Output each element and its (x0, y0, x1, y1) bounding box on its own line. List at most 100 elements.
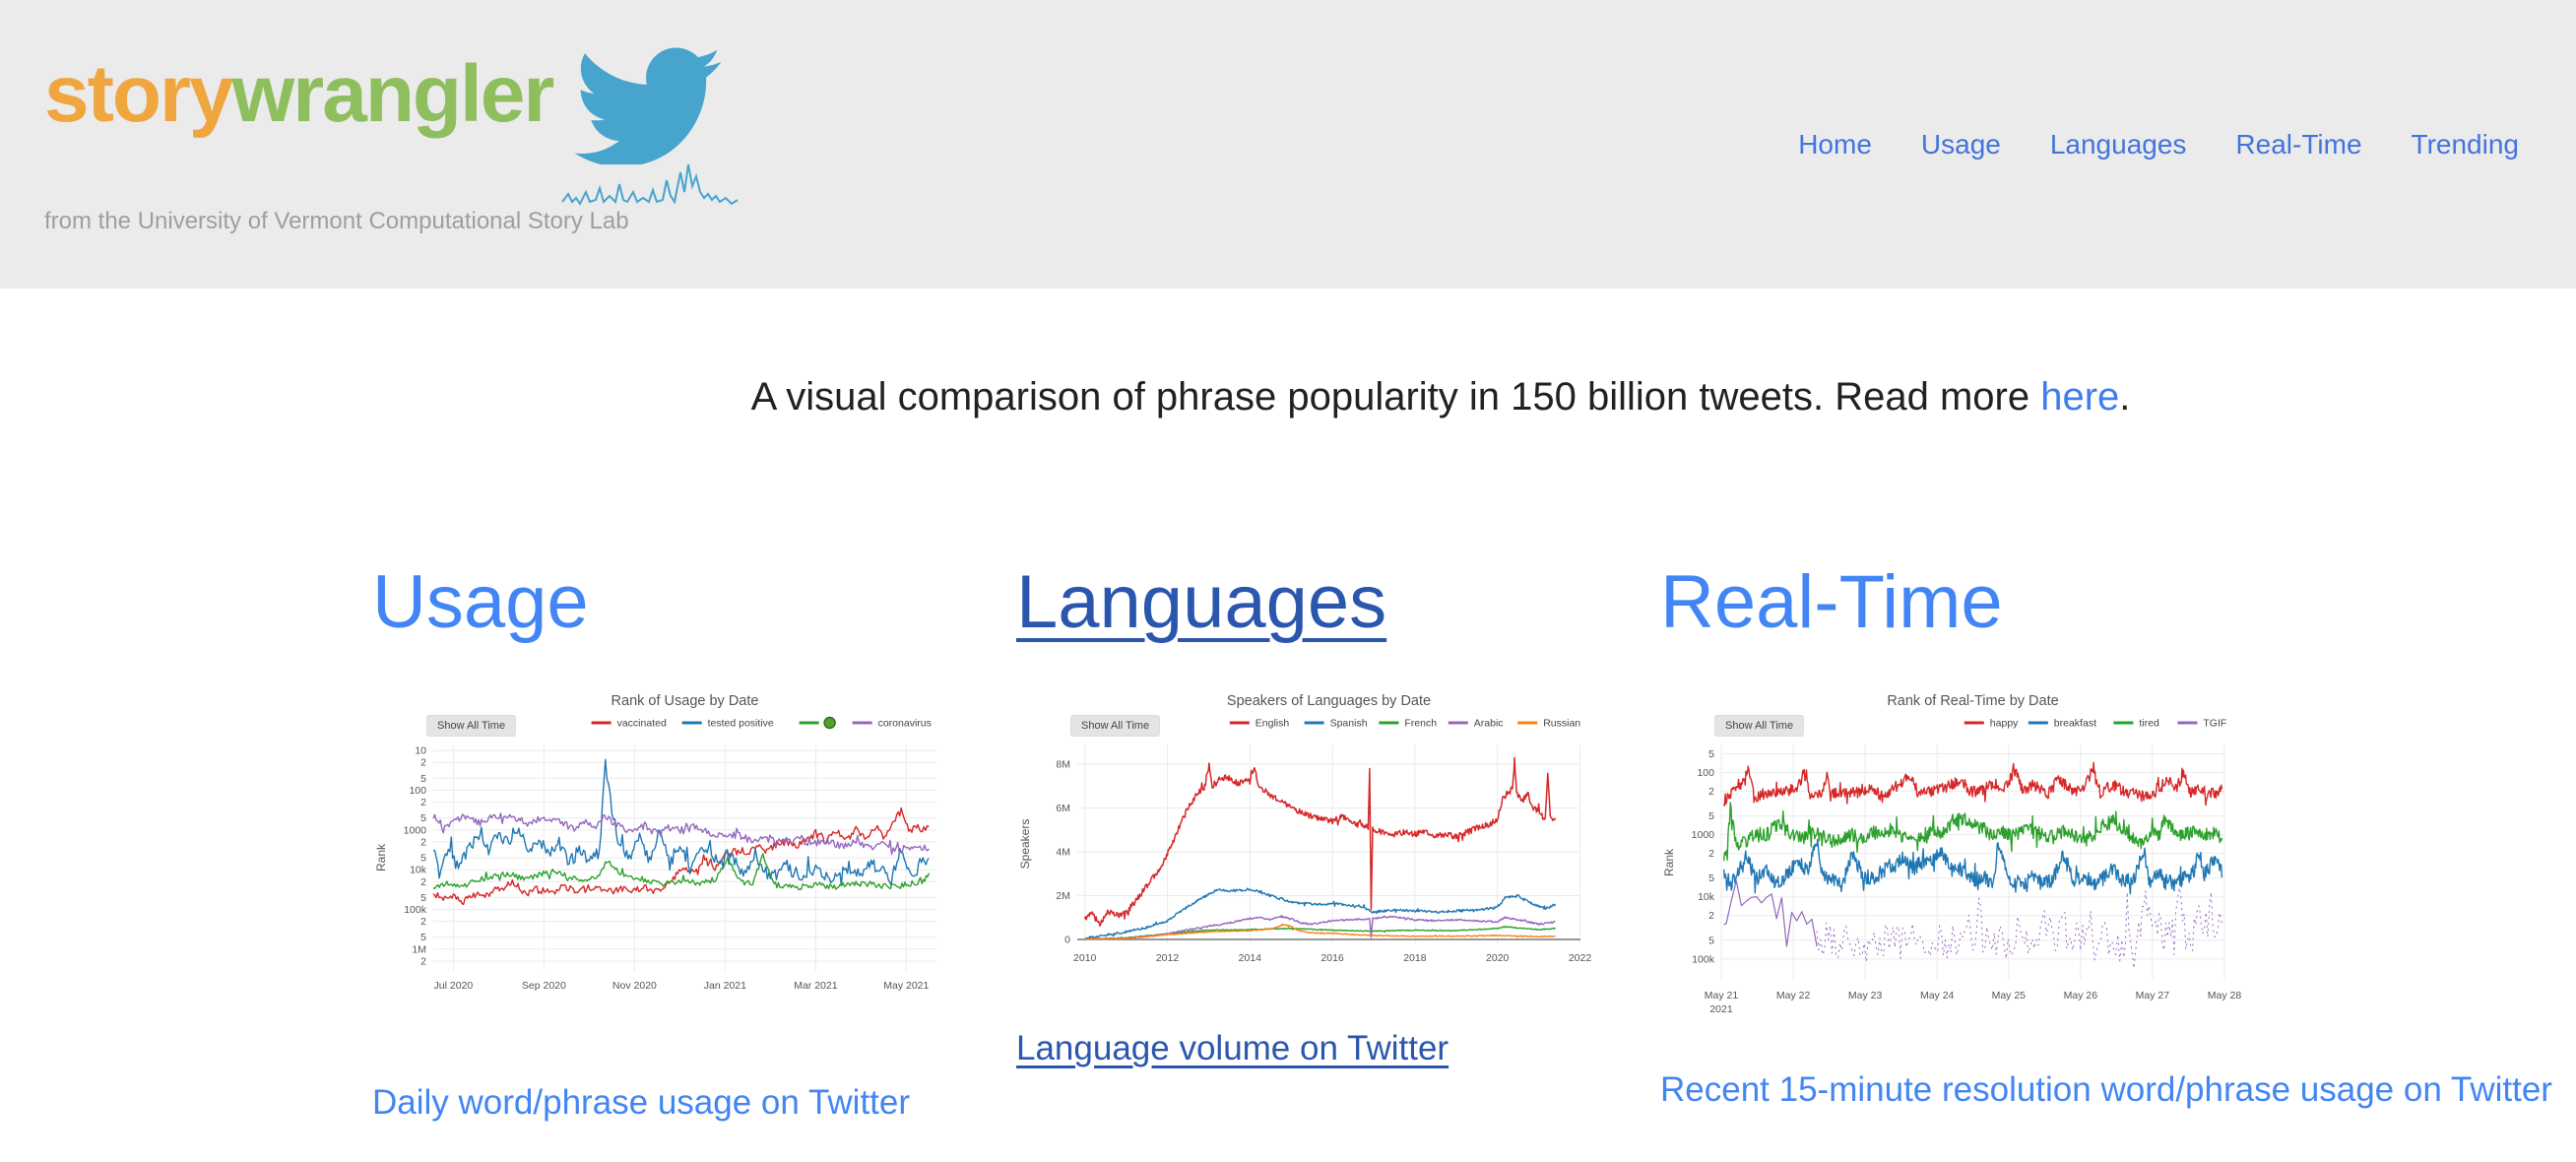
y-tick-label: 5 (420, 892, 426, 904)
x-tick-label: Nov 2020 (612, 980, 657, 992)
legend-item-happy[interactable]: happy (1964, 718, 2019, 730)
realtime-chart[interactable]: May 21 2021 May 22 May 23 May 24 May 25 May 26… (1660, 685, 2251, 1035)
legend-label: Arabic (1474, 718, 1504, 730)
series-line-happy (1722, 761, 2223, 807)
site-header: storywrangler from the University of Ver… (0, 0, 2576, 289)
logo-subtitle: from the University of Vermont Computati… (44, 207, 629, 234)
y-tick-label: 8M (1056, 759, 1070, 771)
logo-story-text: story (44, 48, 234, 139)
series-line-english (1083, 756, 1557, 927)
series-line-tested-positive (432, 758, 930, 886)
section-title-usage[interactable]: Usage (372, 560, 589, 644)
x-tick-label: May 28 (2208, 990, 2242, 1001)
x-tick-label: Sep 2020 (522, 980, 566, 992)
legend-label: tested positive (708, 718, 774, 730)
y-tick-label: 100k (1692, 953, 1715, 965)
languages-chart[interactable]: 2010 2012 2014 2016 2018 2020 2022 0 2M 4M 6M 8M Spe… (1016, 685, 1607, 986)
x-tick-label: 2012 (1156, 952, 1180, 964)
tagline-text: A visual comparison of phrase popularity… (750, 375, 2041, 419)
legend-item-french[interactable]: French (1379, 718, 1437, 730)
legend-item-tired[interactable]: tired (2113, 718, 2159, 730)
x-tick-label: Mar 2021 (794, 980, 838, 992)
legend-label: coronavirus (878, 718, 932, 730)
y-tick-label: 0 (1064, 935, 1070, 946)
y-tick-label: 2 (1708, 848, 1714, 860)
x-tick-label: Jan 2021 (704, 980, 746, 992)
legend-label: vaccinated (617, 718, 667, 730)
y-tick-label: 100k (404, 904, 427, 916)
tagline: A visual comparison of phrase popularity… (372, 375, 2509, 420)
y-tick-label: 10k (410, 865, 427, 876)
sections-row: Usage Jul 2020 Sep 2020 Nov 2020 Jan 2021 Mar… (372, 565, 2576, 1123)
legend-label: French (1404, 718, 1437, 730)
realtime-plot: May 21 2021 May 22 May 23 May 24 May 25 May 26… (1662, 693, 2242, 1015)
y-tick-label: 2 (420, 836, 426, 848)
show-all-time-button-realtime[interactable]: Show All Time (1714, 715, 1805, 738)
y-tick-label: 2 (1708, 786, 1714, 798)
legend-item-coronavirus[interactable]: coronavirus (852, 718, 932, 730)
show-all-time-button-usage[interactable]: Show All Time (426, 715, 517, 738)
legend-item-breakfast[interactable]: breakfast (2028, 718, 2096, 730)
legend-label: breakfast (2054, 718, 2096, 730)
legend-item-english[interactable]: English (1229, 718, 1290, 730)
legend-item-arabic[interactable]: Arabic (1448, 718, 1504, 730)
nav-link-real-time[interactable]: Real-Time (2235, 128, 2362, 160)
y-tick-label: 1000 (404, 824, 427, 836)
chart-title: Rank of Usage by Date (612, 693, 759, 709)
languages-plot: 2010 2012 2014 2016 2018 2020 2022 0 2M 4M 6M 8M Spe… (1018, 693, 1591, 964)
section-realtime: Real-Time May 21 2021 May 22 May 23 May 24 May… (1660, 565, 2552, 1123)
y-tick-label: 2 (420, 876, 426, 888)
read-more-link[interactable]: here (2040, 375, 2120, 419)
series-line-microbe (432, 853, 930, 890)
y-tick-label: 5 (1708, 935, 1714, 946)
y-tick-label: 2 (420, 757, 426, 769)
legend-label: Spanish (1330, 718, 1368, 730)
section-link-usage[interactable]: Daily word/phrase usage on Twitter (372, 1083, 911, 1122)
series-line-spanish (1084, 887, 1557, 940)
legend-item-spanish[interactable]: Spanish (1304, 718, 1368, 730)
y-axis-label: Rank (374, 843, 388, 872)
x-tick-label: May 2021 (883, 980, 929, 992)
x-tick-label: 2020 (1486, 952, 1510, 964)
y-tick-label: 5 (420, 812, 426, 824)
logo-wordmark: storywrangler (44, 53, 554, 135)
microbe-emoji-icon (823, 716, 836, 730)
y-tick-label: 4M (1056, 847, 1070, 859)
y-tick-label: 5 (1708, 810, 1714, 822)
legend-item-tgif[interactable]: TGIF (2177, 718, 2226, 730)
section-title-languages[interactable]: Languages (1016, 560, 1387, 644)
main-content: A visual comparison of phrase popularity… (0, 375, 2576, 1123)
legend-label: tired (2139, 718, 2159, 730)
legend-label: English (1256, 718, 1290, 730)
y-tick-label: 2M (1056, 890, 1070, 902)
show-all-time-button-languages[interactable]: Show All Time (1070, 715, 1161, 738)
usage-chart[interactable]: Jul 2020 Sep 2020 Nov 2020 Jan 2021 Mar 2021… (372, 685, 963, 1020)
y-axis-label: Rank (1662, 848, 1676, 876)
y-tick-label: 2 (420, 916, 426, 928)
series-line-tgif-sparse (1816, 887, 2222, 969)
x-tick-label: May 23 (1848, 990, 1883, 1001)
legend-item-vaccinated[interactable]: vaccinated (591, 718, 667, 730)
section-link-languages[interactable]: Language volume on Twitter (1016, 1029, 1449, 1067)
y-tick-label: 10k (1698, 891, 1715, 903)
legend-item-russian[interactable]: Russian (1517, 718, 1580, 730)
y-tick-label: 2 (420, 956, 426, 968)
y-tick-label: 10 (415, 745, 426, 757)
nav-link-home[interactable]: Home (1798, 128, 1872, 160)
section-link-realtime[interactable]: Recent 15-minute resolution word/phrase … (1660, 1070, 2552, 1109)
site-logo[interactable]: storywrangler from the University of Ver… (44, 47, 741, 235)
y-tick-label: 2 (1708, 910, 1714, 922)
legend-label: Russian (1543, 718, 1580, 730)
x-tick-label: 2016 (1320, 952, 1344, 964)
x-tick-label: 2021 (1709, 1003, 1733, 1015)
y-tick-label: 5 (420, 932, 426, 943)
legend-item--[interactable] (799, 716, 836, 730)
nav-link-usage[interactable]: Usage (1920, 128, 2001, 160)
x-tick-label: May 25 (1992, 990, 2027, 1001)
nav-link-languages[interactable]: Languages (2049, 128, 2187, 160)
legend-item-tested-positive[interactable]: tested positive (681, 718, 774, 730)
y-tick-label: 5 (420, 773, 426, 785)
section-title-realtime[interactable]: Real-Time (1660, 560, 2003, 644)
x-tick-label: 2010 (1073, 952, 1097, 964)
nav-link-trending[interactable]: Trending (2411, 128, 2519, 160)
